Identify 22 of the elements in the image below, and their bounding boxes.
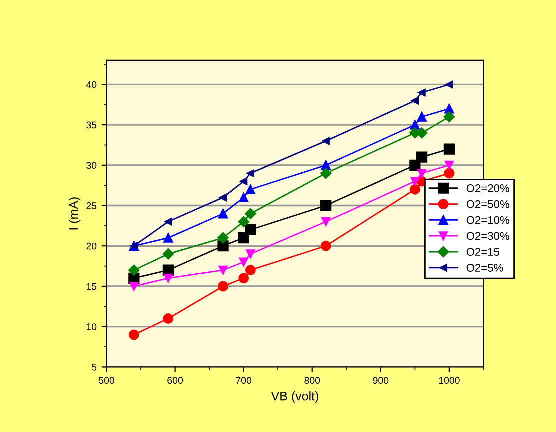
legend-label: O2=30% bbox=[466, 232, 510, 240]
x-tick-label: 600 bbox=[168, 377, 184, 384]
x-tick-label: 900 bbox=[373, 377, 389, 384]
x-tick-label: 1000 bbox=[439, 377, 460, 384]
y-tick-label: 20 bbox=[86, 242, 97, 250]
y-tick-label: 5 bbox=[92, 364, 97, 371]
y-axis-title: I (mA) bbox=[69, 198, 81, 230]
legend-label: O2=5% bbox=[466, 264, 504, 272]
legend-label: O2=20% bbox=[466, 184, 510, 192]
x-tick-label: 500 bbox=[99, 377, 114, 384]
legend-label: O2=50% bbox=[466, 200, 510, 208]
y-tick-label: 25 bbox=[86, 202, 97, 210]
x-axis-title: VB (volt) bbox=[271, 392, 318, 404]
y-tick-label: 15 bbox=[86, 283, 97, 290]
y-tick-label: 40 bbox=[86, 81, 97, 88]
x-tick-label: 700 bbox=[236, 377, 252, 384]
legend-label: O2=15 bbox=[466, 248, 500, 256]
x-tick-label: 800 bbox=[304, 377, 320, 384]
legend-label: O2=10% bbox=[466, 216, 510, 224]
y-tick-label: 35 bbox=[86, 122, 97, 129]
y-tick-label: 10 bbox=[86, 324, 97, 330]
y-tick-label: 30 bbox=[86, 162, 97, 170]
